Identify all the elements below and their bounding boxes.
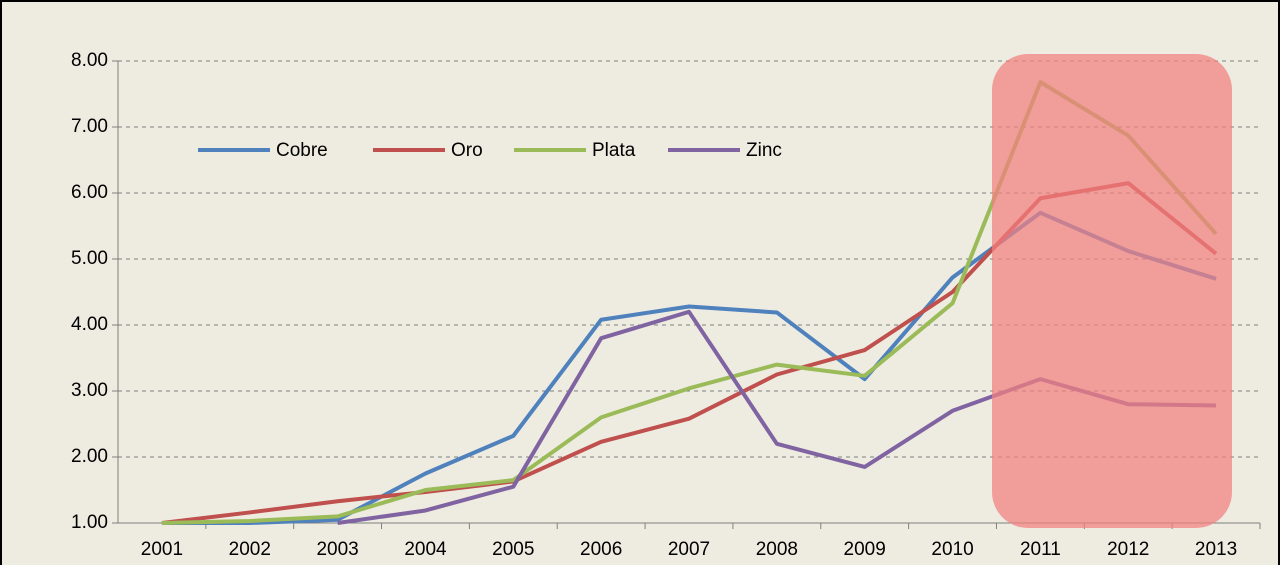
legend-label: Zinc xyxy=(746,140,782,161)
x-tick-label: 2009 xyxy=(844,539,886,560)
y-tick-label: 3.00 xyxy=(71,380,108,401)
x-tick-label: 2012 xyxy=(1107,539,1149,560)
highlight-region xyxy=(992,54,1232,528)
x-tick-label: 2008 xyxy=(756,539,798,560)
legend-label: Plata xyxy=(592,140,636,161)
x-tick-label: 2010 xyxy=(931,539,973,560)
x-tick-label: 2011 xyxy=(1020,539,1061,560)
y-tick-label: 4.00 xyxy=(71,314,108,335)
x-tick-label: 2007 xyxy=(668,539,710,560)
y-tick-label: 6.00 xyxy=(71,182,108,203)
x-tick-label: 2002 xyxy=(229,539,271,560)
x-tick-label: 2013 xyxy=(1195,539,1237,560)
legend-label: Cobre xyxy=(276,140,328,161)
x-tick-label: 2006 xyxy=(580,539,622,560)
legend-label: Oro xyxy=(451,140,483,161)
x-tick-label: 2004 xyxy=(404,539,447,560)
y-tick-label: 7.00 xyxy=(71,116,108,137)
y-tick-label: 5.00 xyxy=(71,248,108,269)
x-tick-label: 2001 xyxy=(141,539,183,560)
plot-area: 1.00 2.00 3.00 4.00 5.00 6.00 7.00 8.00 2001 2002… xyxy=(71,50,1261,560)
y-tick-label: 2.00 xyxy=(71,446,108,467)
x-tick-label: 2003 xyxy=(316,539,358,560)
y-tick-label: 8.00 xyxy=(71,50,108,71)
y-tick-label: 1.00 xyxy=(71,512,108,533)
x-tick-label: 2005 xyxy=(492,539,534,560)
